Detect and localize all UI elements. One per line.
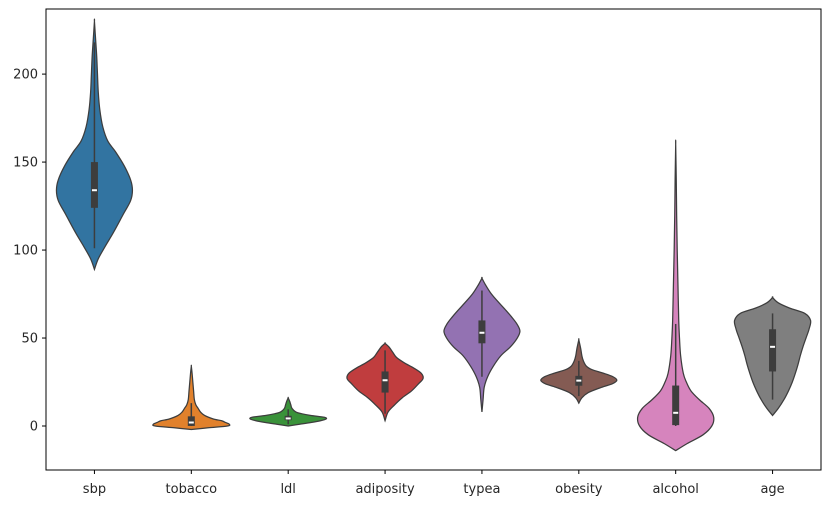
x-tick-label-tobacco: tobacco — [166, 482, 218, 497]
iqr-box-tobacco — [187, 416, 195, 426]
x-tick-label-alcohol: alcohol — [652, 482, 698, 497]
iqr-box-adiposity — [381, 371, 389, 393]
x-tick-label-obesity: obesity — [555, 482, 603, 497]
x-tick-label-typea: typea — [463, 482, 500, 497]
plot-frame — [45, 8, 822, 471]
y-tick-label: 200 — [13, 68, 38, 83]
violin-body-tobacco — [152, 364, 231, 431]
iqr-box-age — [769, 329, 777, 372]
violin-obesity — [540, 338, 618, 405]
x-tick-label-adiposity: adiposity — [355, 482, 415, 497]
violin-age — [733, 296, 812, 417]
iqr-box-sbp — [90, 162, 98, 208]
violin-tobacco — [152, 364, 231, 431]
violin-adiposity — [346, 342, 424, 423]
y-tick-label: 100 — [13, 244, 38, 259]
iqr-box-alcohol — [672, 385, 680, 426]
violin-alcohol — [636, 139, 715, 452]
x-tick-label-sbp: sbp — [83, 482, 106, 497]
violins-layer — [55, 18, 812, 452]
violin-typea — [443, 276, 521, 412]
violin-sbp — [55, 18, 134, 272]
violin-body-alcohol — [636, 139, 715, 452]
y-tick-label: 50 — [21, 332, 38, 347]
y-tick-label: 150 — [13, 156, 38, 171]
violin-ldl — [249, 396, 328, 427]
x-tick-label-age: age — [760, 482, 784, 497]
axes-layer: 0 50 100 150 200 sbp tobacco ldl adiposity typea o… — [13, 8, 822, 497]
x-tick-label-ldl: ldl — [280, 482, 295, 497]
y-tick-label: 0 — [30, 420, 38, 435]
